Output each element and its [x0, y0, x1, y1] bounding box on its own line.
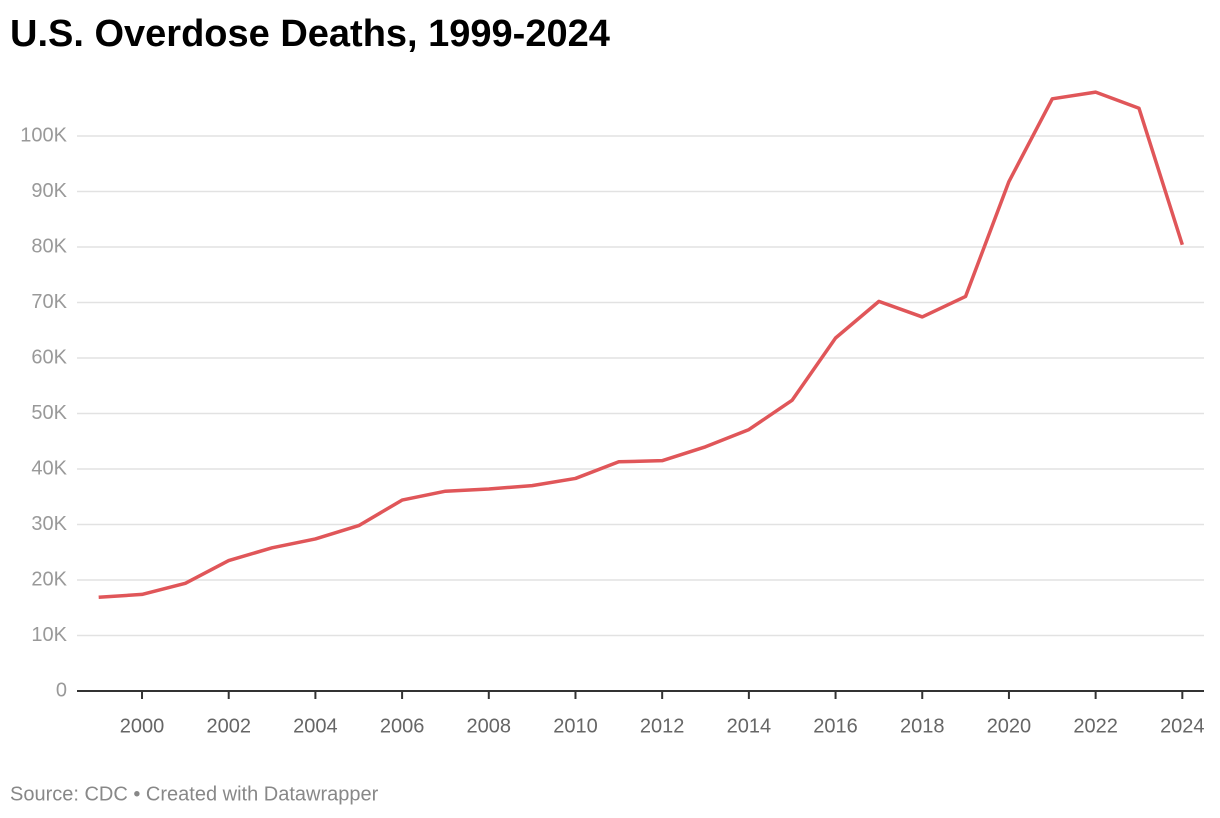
y-tick-label: 100K [20, 124, 67, 146]
x-tick-label: 2024 [1160, 715, 1205, 737]
source-note: Source: CDC • Created with Datawrapper [10, 783, 379, 805]
y-tick-label: 50K [31, 402, 67, 424]
x-tick-label: 2002 [206, 715, 251, 737]
x-tick-label: 2022 [1073, 715, 1118, 737]
x-tick-label: 2014 [727, 715, 772, 737]
x-tick-label: 2018 [900, 715, 945, 737]
x-tick-label: 2012 [640, 715, 685, 737]
x-tick-label: 2016 [813, 715, 858, 737]
x-tick-label: 2004 [293, 715, 338, 737]
x-tick-label: 2010 [553, 715, 598, 737]
chart-title: U.S. Overdose Deaths, 1999-2024 [10, 13, 610, 55]
x-tick-label: 2006 [380, 715, 425, 737]
y-tick-label: 20K [31, 568, 67, 590]
y-tick-label: 70K [31, 291, 67, 313]
y-tick-label: 90K [31, 180, 67, 202]
y-tick-label: 0 [56, 679, 67, 701]
y-tick-label: 30K [31, 513, 67, 535]
x-tick-label: 2020 [987, 715, 1032, 737]
y-tick-label: 60K [31, 346, 67, 368]
y-tick-label: 40K [31, 457, 67, 479]
data-line [98, 90, 1184, 599]
x-tick-label: 2008 [467, 715, 512, 737]
y-tick-label: 80K [31, 235, 67, 257]
x-tick-label: 2000 [120, 715, 165, 737]
y-tick-label: 10K [31, 624, 67, 646]
